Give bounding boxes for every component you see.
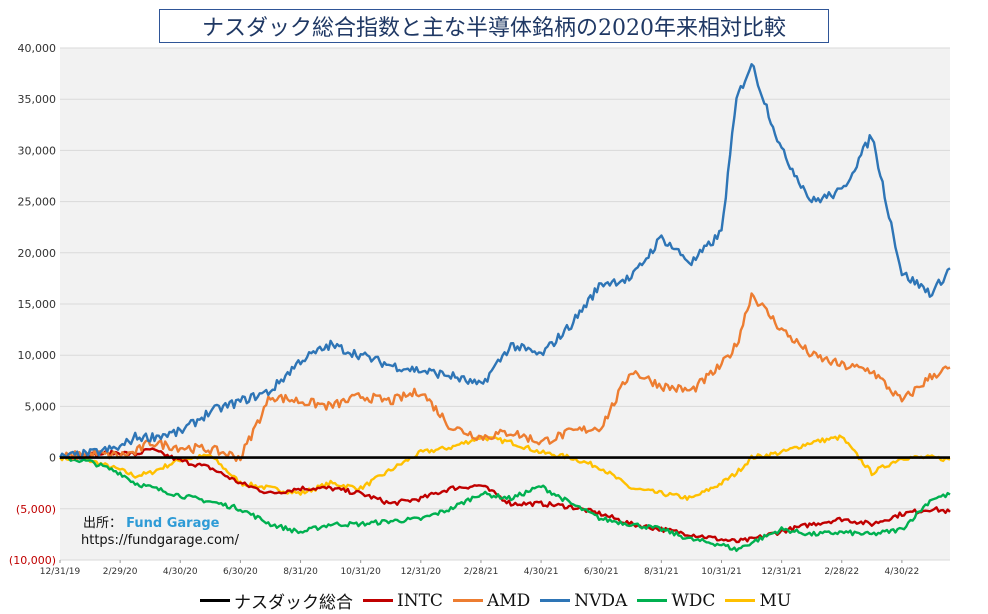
chart-legend: ナスダック総合 INTC AMD NVDA WDC MU xyxy=(200,588,801,613)
legend-item-nasdaq: ナスダック総合 xyxy=(200,588,353,613)
source-url: https://fundgarage.com/ xyxy=(81,533,239,548)
legend-swatch xyxy=(200,599,230,602)
legend-label: NVDA xyxy=(574,590,628,611)
y-tick-label: (10,000) xyxy=(9,554,56,567)
x-tick-label: 4/30/20 xyxy=(163,567,198,577)
x-tick-label: 12/31/20 xyxy=(401,567,442,577)
legend-swatch xyxy=(540,599,571,602)
y-tick-label: 35,000 xyxy=(18,93,57,106)
series-line-intc xyxy=(59,447,951,544)
legend-label: ナスダック総合 xyxy=(234,593,353,613)
series-line-nvda xyxy=(58,62,951,460)
legend-item-intc: INTC xyxy=(363,591,443,611)
x-tick-label: 2/29/20 xyxy=(103,567,138,577)
legend-label: MU xyxy=(759,590,792,611)
series-line-mu xyxy=(59,434,951,501)
source-credit: 出所： Fund Garage xyxy=(83,512,219,531)
legend-item-mu: MU xyxy=(725,591,791,611)
y-tick-label: 5,000 xyxy=(25,400,57,413)
x-tick-label: 10/31/20 xyxy=(340,567,381,577)
y-tick-label: 25,000 xyxy=(18,196,57,209)
chart-title-box: ナスダック総合指数と主な半導体銘柄の2020年来相対比較 xyxy=(159,9,829,43)
x-tick-label: 8/31/21 xyxy=(644,567,679,577)
x-tick-label: 12/31/21 xyxy=(761,567,801,577)
source-name: Fund Garage xyxy=(126,516,220,531)
y-tick-label: 0 xyxy=(49,452,56,465)
y-tick-label: 10,000 xyxy=(18,349,57,362)
x-tick-label: 12/31/19 xyxy=(40,567,81,577)
source-label: 出所： xyxy=(83,516,123,531)
y-tick-label: 15,000 xyxy=(18,298,57,311)
y-tick-label: (5,000) xyxy=(16,503,56,516)
x-tick-label: 8/31/20 xyxy=(283,567,318,577)
y-tick-label: 20,000 xyxy=(18,247,57,260)
x-tick-label: 4/30/21 xyxy=(524,567,559,577)
legend-item-amd: AMD xyxy=(452,590,531,611)
legend-label: WDC xyxy=(671,590,716,611)
legend-swatch xyxy=(363,599,393,602)
legend-item-wdc: WDC xyxy=(637,591,715,611)
x-tick-label: 6/30/21 xyxy=(584,567,619,577)
x-tick-label: 2/28/21 xyxy=(464,567,499,577)
legend-swatch xyxy=(452,599,483,602)
chart-title: ナスダック総合指数と主な半導体銘柄の2020年来相対比較 xyxy=(202,16,786,41)
legend-item-nvda: NVDA xyxy=(540,591,627,611)
x-tick-label: 4/30/22 xyxy=(885,567,920,577)
x-tick-label: 10/31/21 xyxy=(701,567,741,577)
y-tick-label: 30,000 xyxy=(18,144,57,157)
series-line-amd xyxy=(59,292,951,462)
x-tick-label: 6/30/20 xyxy=(223,567,258,577)
series-line-wdc xyxy=(59,455,951,552)
y-tick-label: 40,000 xyxy=(18,42,57,55)
legend-label: AMD xyxy=(486,590,531,611)
legend-swatch xyxy=(725,599,756,602)
x-tick-label: 2/28/22 xyxy=(824,567,859,577)
legend-label: INTC xyxy=(397,590,443,611)
legend-swatch xyxy=(637,599,668,602)
